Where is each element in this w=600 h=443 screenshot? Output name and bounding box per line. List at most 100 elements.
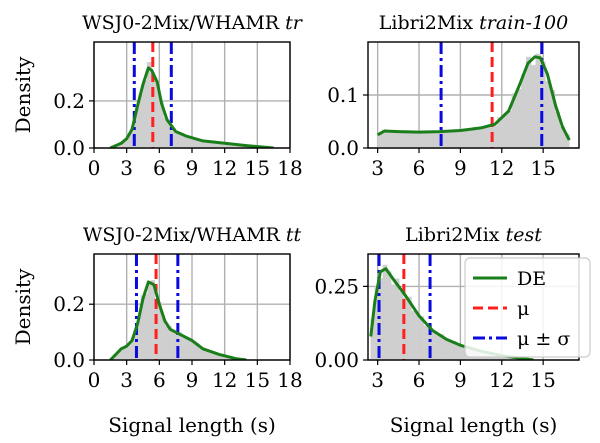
- histogram-bar: [146, 62, 152, 148]
- histogram-bar: [506, 110, 513, 148]
- y-tick-label: 0.00: [314, 348, 359, 372]
- panel-title: WSJ0-2Mix/WHAMR tt: [83, 224, 302, 246]
- histogram-bar: [415, 132, 422, 148]
- x-tick-label: 12: [212, 368, 237, 392]
- x-tick-label: 3: [371, 368, 384, 392]
- y-tick-label: 0.0: [53, 348, 85, 372]
- histogram-bar: [454, 131, 460, 148]
- histogram-bar: [444, 129, 450, 148]
- histogram-bar: [410, 132, 417, 148]
- legend-sigma-label: μ ± σ: [517, 328, 570, 350]
- x-tick-label: 3: [120, 368, 133, 392]
- density-curve: [109, 66, 274, 148]
- x-tick-label: 12: [489, 156, 514, 180]
- x-tick-label: 12: [212, 156, 237, 180]
- x-tick-label: 0: [88, 156, 101, 180]
- histogram-bar: [411, 310, 416, 360]
- x-axis-label: Signal length (s): [108, 413, 276, 437]
- x-tick-label: 15: [245, 368, 270, 392]
- histogram-bar: [191, 342, 196, 360]
- histogram-bar: [478, 129, 484, 148]
- panel-title: Libri2Mix test: [405, 224, 542, 246]
- legend-mu-label: μ: [517, 298, 529, 320]
- legend: DE μ μ ± σ: [464, 257, 591, 358]
- histogram-bar: [545, 80, 551, 148]
- histogram-bar: [175, 133, 181, 148]
- x-tick-label: 15: [245, 156, 270, 180]
- y-tick-label: 0.2: [53, 89, 85, 113]
- x-tick-label: 6: [153, 368, 166, 392]
- panel-2: 3 6 9 12 15 0.0 0.1 Libri2Mix train-100: [327, 12, 580, 180]
- panel-title: WSJ0-2Mix/WHAMR tr: [82, 12, 304, 34]
- histogram-bar: [144, 293, 149, 360]
- x-tick-label: 3: [371, 156, 384, 180]
- x-tick-label: 18: [277, 156, 302, 180]
- histogram-bar: [468, 129, 474, 148]
- histogram-bar: [521, 74, 527, 148]
- histogram-bar: [443, 339, 449, 360]
- histogram-bar: [449, 130, 455, 148]
- histogram-bar: [183, 136, 189, 148]
- x-tick-label: 15: [530, 156, 555, 180]
- histogram-bar: [435, 335, 441, 360]
- x-tick-label: 15: [530, 368, 555, 392]
- histogram-bar: [455, 345, 461, 360]
- x-tick-label: 9: [454, 368, 467, 392]
- histogram-bar: [386, 132, 393, 148]
- histogram-bar: [386, 271, 392, 360]
- histogram-bar: [516, 89, 522, 148]
- histogram-bar: [394, 278, 400, 360]
- histogram-bar: [482, 125, 489, 148]
- histogram-bar: [419, 316, 424, 360]
- x-tick-label: 6: [153, 156, 166, 180]
- histogram-bar: [150, 280, 155, 360]
- x-tick-label: 0: [88, 368, 101, 392]
- histogram-bar: [463, 130, 469, 148]
- histogram-bar: [382, 264, 388, 360]
- density-curve: [376, 55, 571, 141]
- histogram-bar: [147, 281, 152, 360]
- y-axis-label: Density: [11, 268, 35, 345]
- histogram-bar: [181, 337, 186, 360]
- histogram-bar: [142, 80, 148, 148]
- histogram-bar: [415, 312, 420, 360]
- histogram-bar: [390, 284, 396, 360]
- panel-1: 0 3 6 9 12 15 18 0.0 0.2 WSJ0-2Mix/WHAMR tr Densit…: [11, 12, 304, 180]
- histogram-bar: [184, 337, 189, 360]
- histogram-bar: [430, 131, 436, 148]
- histogram-bar: [535, 53, 541, 148]
- histogram-bar: [396, 131, 402, 148]
- x-tick-label: 9: [186, 368, 199, 392]
- histogram-bar: [201, 349, 206, 360]
- panel-title: Libri2Mix train-100: [379, 12, 568, 34]
- histogram-bar: [530, 64, 537, 148]
- histogram-bar: [163, 117, 168, 148]
- y-tick-label: 0.1: [327, 83, 359, 107]
- density-curve: [109, 280, 247, 360]
- histogram-bar: [407, 296, 412, 360]
- panel-4: 3 6 9 12 15 0.00 0.25 Libri2Mix test Signal leng…: [314, 224, 591, 437]
- y-axis-label: Density: [11, 56, 35, 133]
- histogram-bar: [434, 130, 441, 148]
- histogram-bar: [447, 341, 453, 360]
- histogram-bar: [171, 331, 176, 360]
- x-tick-label: 9: [186, 156, 199, 180]
- y-tick-label: 0.2: [53, 292, 85, 316]
- y-tick-label: 0.25: [314, 274, 359, 298]
- panel-3: 0 3 6 9 12 15 18 0.0 0.2 WSJ0-2Mix/WHAMR tt Densit…: [11, 224, 303, 437]
- x-tick-label: 3: [120, 156, 133, 180]
- histogram-bar: [423, 325, 428, 360]
- x-tick-label: 12: [489, 368, 514, 392]
- x-tick-label: 6: [413, 368, 426, 392]
- histogram-bar: [391, 130, 398, 148]
- legend-box: [464, 257, 591, 358]
- histogram-bar: [425, 132, 431, 148]
- x-tick-label: 18: [277, 368, 302, 392]
- x-tick-label: 9: [454, 156, 467, 180]
- legend-de-label: DE: [517, 268, 546, 290]
- histogram-bar: [164, 325, 169, 360]
- x-axis-label: Signal length (s): [390, 413, 558, 437]
- histogram-bar: [401, 132, 407, 148]
- histogram-bar: [525, 56, 532, 148]
